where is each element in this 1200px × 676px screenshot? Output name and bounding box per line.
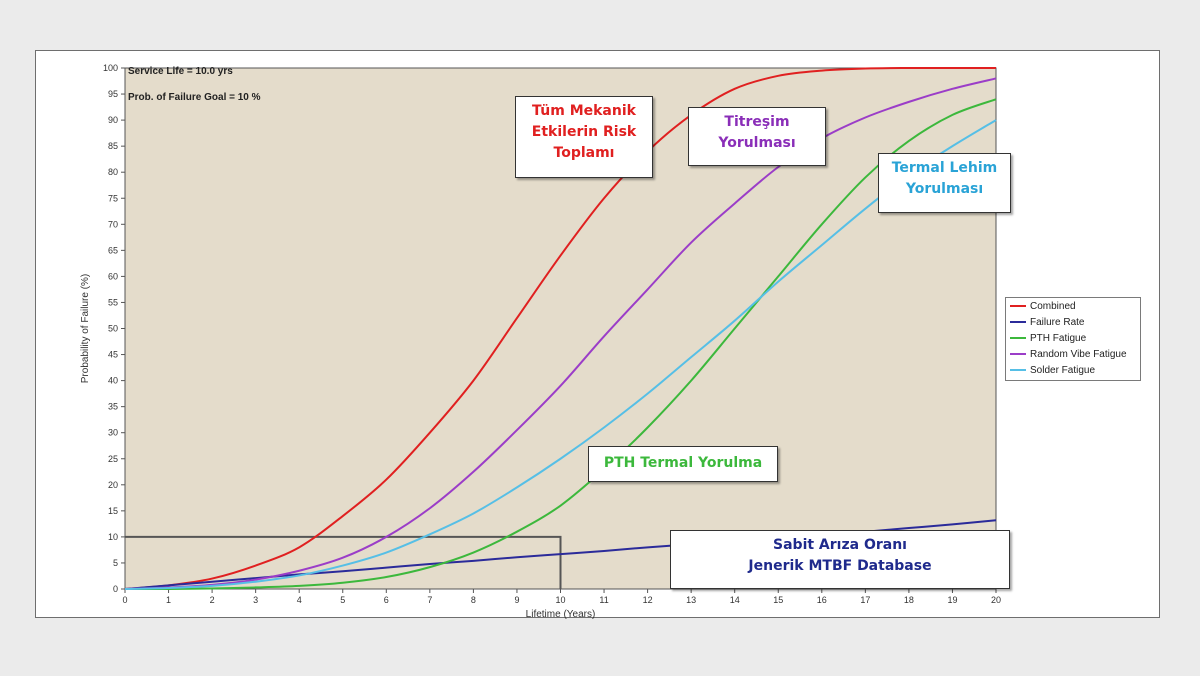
legend-swatch [1010,337,1026,339]
legend-item-combined: Combined [1006,298,1140,314]
x-tick-label: 6 [384,595,389,605]
callout-line: Toplamı [553,145,615,161]
y-tick-label: 100 [103,63,118,73]
y-tick-label: 60 [108,271,118,281]
y-tick-label: 35 [108,402,118,412]
y-tick-label: 10 [108,532,118,542]
x-tick-label: 10 [555,595,565,605]
x-tick-label: 9 [514,595,519,605]
axes: 0510152025303540455055606570758085909510… [103,63,1001,605]
series-line [124,119,997,590]
callout-line: Jenerik MTBF Database [748,558,932,574]
y-tick-label: 80 [108,167,118,177]
legend-swatch [1010,305,1026,307]
legend-label: Failure Rate [1030,316,1085,328]
service-life-annotation: Service Life = 10.0 yrs [128,66,233,77]
x-tick-label: 3 [253,595,258,605]
x-tick-label: 2 [210,595,215,605]
y-tick-label: 50 [108,324,118,334]
failure-goal-annotation: Prob. of Failure Goal = 10 % [128,92,261,103]
y-tick-label: 90 [108,115,118,125]
vibration-callout: Titreşim Yorulması [688,107,826,166]
x-axis-label: Lifetime (Years) [526,609,596,619]
legend-item-solder-fatigue: Solder Fatigue [1006,362,1140,378]
legend-swatch [1010,321,1026,323]
x-tick-label: 12 [643,595,653,605]
x-tick-label: 0 [122,595,127,605]
goal-box-line [125,535,562,589]
solder-callout: Termal Lehim Yorulması [878,153,1011,213]
x-tick-label: 1 [166,595,171,605]
y-tick-label: 75 [108,193,118,203]
series-lines [124,66,997,591]
x-tick-label: 19 [947,595,957,605]
pth-callout: PTH Termal Yorulma [588,446,778,482]
legend-item-pth-fatigue: PTH Fatigue [1006,330,1140,346]
y-tick-label: 30 [108,428,118,438]
x-tick-label: 15 [773,595,783,605]
legend: Combined Failure Rate PTH Fatigue Random… [1005,297,1141,381]
y-tick-label: 0 [113,584,118,594]
callout-line: Termal Lehim [891,160,998,176]
axis-labels: Lifetime (Years) Probability of Failure (… [80,66,595,619]
goal-box [125,535,562,589]
x-tick-label: 14 [730,595,740,605]
y-axis-label: Probability of Failure (%) [80,274,91,383]
legend-label: Combined [1030,300,1076,312]
legend-label: Random Vibe Fatigue [1030,348,1127,360]
callout-line: PTH Termal Yorulma [603,455,763,471]
x-tick-label: 13 [686,595,696,605]
y-tick-label: 95 [108,89,118,99]
callout-line: Titreşim [724,114,790,130]
x-tick-label: 5 [340,595,345,605]
x-tick-label: 11 [599,595,608,605]
series-line [124,98,997,591]
y-tick-label: 45 [108,350,118,360]
x-tick-label: 16 [817,595,827,605]
callout-line: Yorulması [718,135,796,151]
y-tick-label: 55 [108,297,118,307]
y-tick-label: 85 [108,141,118,151]
y-tick-label: 20 [108,480,118,490]
x-tick-label: 17 [860,595,870,605]
callout-line: Tüm Mekanik [532,103,636,119]
y-tick-label: 25 [108,454,118,464]
y-tick-label: 70 [108,219,118,229]
x-tick-label: 8 [471,595,476,605]
combined-callout: Tüm Mekanik Etkilerin Risk Toplamı [515,96,653,178]
callout-line: Yorulması [905,181,984,197]
callout-line: Sabit Arıza Oranı [773,537,907,553]
series-line [124,66,996,590]
x-tick-label: 18 [904,595,914,605]
y-tick-label: 40 [108,376,118,386]
legend-swatch [1010,369,1026,371]
legend-item-random-vibe: Random Vibe Fatigue [1006,346,1140,362]
legend-swatch [1010,353,1026,355]
y-tick-label: 15 [108,506,118,516]
callout-line: Etkilerin Risk [531,124,637,140]
failure-rate-callout: Sabit Arıza Oranı Jenerik MTBF Database [670,530,1010,589]
x-tick-label: 7 [427,595,432,605]
series-line [124,77,997,590]
legend-item-failure-rate: Failure Rate [1006,314,1140,330]
legend-label: PTH Fatigue [1030,332,1087,344]
legend-label: Solder Fatigue [1030,364,1096,376]
y-tick-label: 65 [108,245,118,255]
x-tick-label: 20 [991,595,1001,605]
y-tick-label: 5 [113,558,118,568]
x-tick-label: 4 [297,595,302,605]
